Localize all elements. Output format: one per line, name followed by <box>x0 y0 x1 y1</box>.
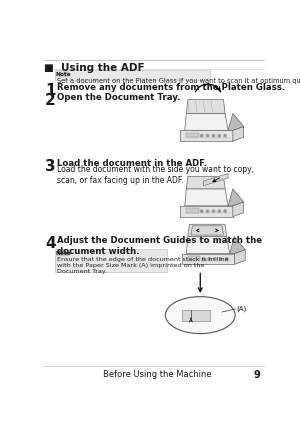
Text: (A): (A) <box>237 306 247 312</box>
Polygon shape <box>185 189 228 206</box>
Polygon shape <box>188 224 226 237</box>
Circle shape <box>224 135 226 137</box>
Text: 9: 9 <box>254 370 261 380</box>
Text: 4: 4 <box>45 236 56 251</box>
Text: 2: 2 <box>45 94 56 108</box>
Polygon shape <box>230 237 245 253</box>
Text: Open the Document Tray.: Open the Document Tray. <box>57 94 180 102</box>
Polygon shape <box>180 130 233 141</box>
Polygon shape <box>228 189 244 206</box>
FancyBboxPatch shape <box>55 249 167 272</box>
Polygon shape <box>233 127 244 141</box>
Text: Note: Note <box>55 251 71 255</box>
Circle shape <box>206 135 209 137</box>
Polygon shape <box>203 173 228 186</box>
Polygon shape <box>228 113 244 130</box>
Polygon shape <box>234 249 245 264</box>
Text: 3: 3 <box>45 159 56 174</box>
FancyBboxPatch shape <box>55 70 210 80</box>
Circle shape <box>201 210 203 212</box>
Circle shape <box>202 258 205 260</box>
FancyBboxPatch shape <box>57 250 69 256</box>
Polygon shape <box>186 99 225 113</box>
Text: Before Using the Machine: Before Using the Machine <box>103 370 212 379</box>
Text: Load the document in the ADF.: Load the document in the ADF. <box>57 159 207 168</box>
Circle shape <box>214 258 216 260</box>
Circle shape <box>201 135 203 137</box>
Text: Set a document on the Platen Glass if you want to scan it at optimum quality.: Set a document on the Platen Glass if yo… <box>57 78 300 84</box>
Polygon shape <box>191 226 224 235</box>
Circle shape <box>220 258 222 260</box>
FancyBboxPatch shape <box>188 256 200 261</box>
Polygon shape <box>182 253 234 264</box>
Ellipse shape <box>165 297 235 334</box>
Circle shape <box>212 210 214 212</box>
FancyBboxPatch shape <box>186 208 199 212</box>
Text: ■  Using the ADF: ■ Using the ADF <box>44 62 144 73</box>
Circle shape <box>218 135 220 137</box>
Circle shape <box>208 258 210 260</box>
Polygon shape <box>186 237 230 253</box>
Circle shape <box>218 210 220 212</box>
Text: Load the document with the side you want to copy,
scan, or fax facing up in the : Load the document with the side you want… <box>57 165 254 185</box>
Circle shape <box>225 258 228 260</box>
Circle shape <box>206 210 209 212</box>
Text: 1: 1 <box>45 83 56 98</box>
Polygon shape <box>180 206 233 217</box>
FancyBboxPatch shape <box>186 133 199 137</box>
Polygon shape <box>185 113 228 130</box>
Circle shape <box>224 210 226 212</box>
Text: Note: Note <box>55 72 71 77</box>
Polygon shape <box>233 202 244 217</box>
Text: Remove any documents from the Platen Glass.: Remove any documents from the Platen Gla… <box>57 83 285 92</box>
FancyBboxPatch shape <box>182 311 210 321</box>
Polygon shape <box>186 176 225 189</box>
Text: Adjust the Document Guides to match the
document width.: Adjust the Document Guides to match the … <box>57 236 262 256</box>
Circle shape <box>212 135 214 137</box>
Text: Ensure that the edge of the document stack is in line
with the Paper Size Mark (: Ensure that the edge of the document sta… <box>57 257 229 275</box>
FancyBboxPatch shape <box>57 72 69 77</box>
